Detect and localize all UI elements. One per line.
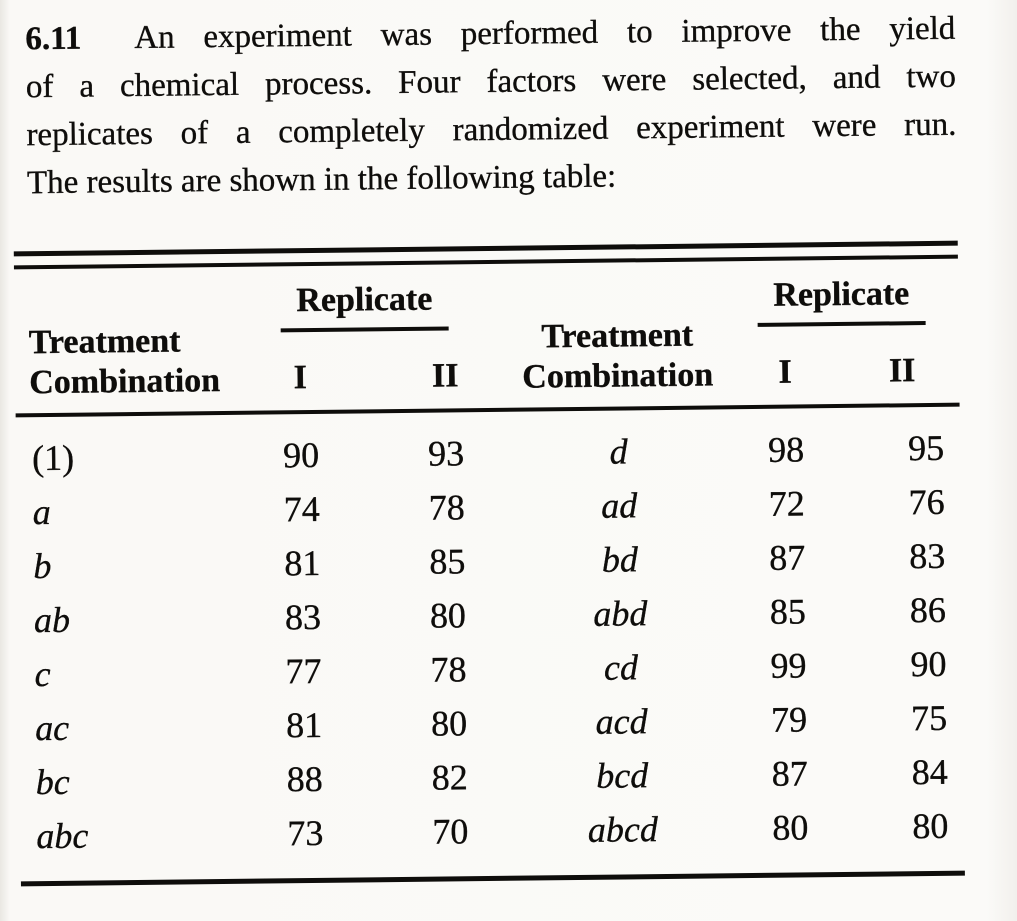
problem-statement-line: The results are shown in the following t…: [26, 158, 617, 202]
treatment-cell: bc: [35, 761, 70, 803]
treatment-combination-header-left: Treatment Combination: [28, 322, 221, 402]
treatment-cell: ad: [600, 485, 638, 526]
problem-statement: 6.11 An experiment was performed to impr…: [25, 5, 957, 208]
replicate-value-cell: 93: [427, 433, 465, 474]
replicate-value-cell: 98: [767, 429, 805, 470]
results-table: Treatment Combination Replicate Treatmen…: [13, 240, 965, 887]
replicate-value-cell: 83: [284, 596, 322, 638]
scanned-page: 6.11 An experiment was performed to impr…: [11, 5, 965, 887]
replicate-i-header-left: I: [293, 359, 308, 397]
replicate-value-cell: 84: [911, 751, 948, 793]
treatment-cell: acd: [595, 701, 648, 742]
replicate-value-cell: 82: [431, 757, 468, 798]
replicate-value-cell: 78: [428, 487, 465, 528]
table-body: (1) 90 93 d 98 95 a 74 78 ad 72 76 b 81 …: [16, 407, 965, 882]
replicate-value-cell: 81: [285, 704, 323, 746]
treatment-cell: a: [32, 491, 51, 533]
replicate-group-header-left: Replicate: [219, 279, 510, 333]
treatment-cell: cd: [603, 647, 639, 688]
replicate-group-label: Replicate: [280, 279, 449, 333]
replicate-value-cell: 76: [908, 481, 945, 523]
replicate-value-cell: 77: [285, 650, 322, 692]
replicate-group-header-right: Replicate: [724, 274, 959, 328]
replicate-i-header-right: I: [778, 353, 793, 391]
treatment-cell: abd: [593, 593, 648, 634]
replicate-value-cell: 99: [770, 645, 807, 686]
replicate-value-cell: 80: [430, 703, 468, 744]
treatment-cell: d: [609, 431, 628, 472]
replicate-value-cell: 74: [283, 488, 320, 530]
replicate-value-cell: 80: [429, 595, 467, 636]
replicate-value-cell: 79: [770, 699, 808, 740]
replicate-value-cell: 90: [910, 643, 947, 685]
treatment-cell: ab: [33, 599, 71, 641]
replicate-value-cell: 95: [907, 427, 945, 469]
replicate-value-cell: 85: [429, 541, 466, 582]
treatment-cell: ac: [34, 707, 70, 749]
replicate-value-cell: 80: [912, 805, 949, 847]
treatment-cell: c: [34, 653, 51, 695]
replicate-value-cell: 73: [287, 812, 324, 854]
replicate-ii-header-right: II: [888, 352, 916, 390]
replicate-value-cell: 87: [771, 753, 808, 794]
replicate-value-cell: 90: [282, 434, 320, 476]
treatment-cell: bcd: [596, 755, 649, 796]
replicate-value-cell: 81: [284, 542, 321, 584]
replicate-group-label: Replicate: [757, 274, 926, 327]
problem-number: 6.11: [25, 20, 82, 58]
replicate-value-cell: 83: [909, 535, 946, 577]
replicate-value-cell: 80: [772, 807, 809, 848]
replicate-value-cell: 85: [769, 591, 807, 632]
treatment-cell: b: [33, 545, 52, 587]
problem-text: An experiment was performed to improve t…: [134, 10, 956, 56]
replicate-value-cell: 72: [768, 483, 805, 524]
replicate-value-cell: 75: [910, 697, 948, 739]
replicate-ii-header-left: II: [431, 357, 459, 395]
replicate-value-cell: 88: [286, 758, 323, 800]
replicate-value-cell: 86: [909, 589, 947, 631]
treatment-cell: (1): [31, 437, 75, 479]
replicate-value-cell: 70: [432, 811, 469, 852]
replicate-value-cell: 87: [769, 537, 806, 578]
replicate-value-cell: 78: [430, 649, 467, 690]
treatment-cell: bd: [601, 539, 639, 580]
treatment-cell: abc: [36, 815, 89, 857]
treatment-cell: abcd: [587, 809, 659, 850]
treatment-combination-header-right: Treatment Combination: [522, 316, 714, 396]
table-header: Treatment Combination Replicate Treatmen…: [14, 259, 960, 414]
